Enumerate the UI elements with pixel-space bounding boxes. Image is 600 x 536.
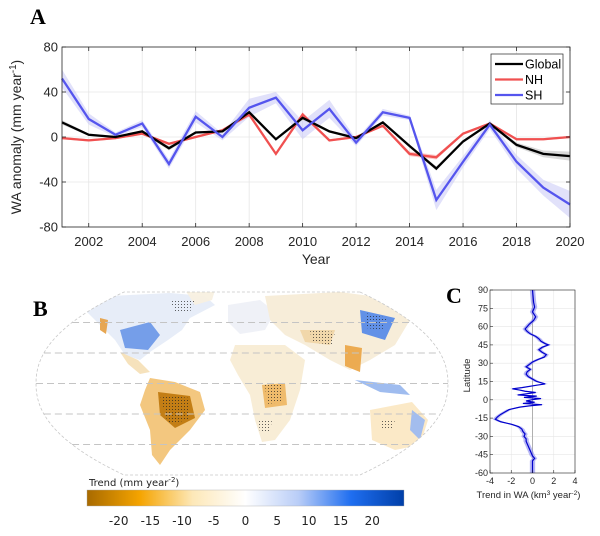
panel-a-series-lines xyxy=(61,77,571,206)
y-tick-label: -45 xyxy=(475,450,488,460)
y-tick-label: 80 xyxy=(44,40,58,55)
land-north-america-orange xyxy=(100,318,108,334)
legend-label-nh: NH xyxy=(525,73,543,87)
land-north-america-blue xyxy=(120,322,160,350)
panel-c-y-axis-label: Latitude xyxy=(462,359,473,393)
panel-b-letter: B xyxy=(33,296,48,321)
panel-c-series-line xyxy=(494,289,551,473)
x-tick-label: 2004 xyxy=(128,234,157,249)
panel-c-uncertainty-band xyxy=(492,290,552,473)
x-tick-label: 2002 xyxy=(74,234,103,249)
y-tick-label: 15 xyxy=(478,377,488,387)
y-tick-label: 60 xyxy=(478,322,488,332)
colorbar-tick-label: 10 xyxy=(301,514,316,528)
land-asia xyxy=(265,292,410,370)
legend-label-global: Global xyxy=(525,58,561,72)
map-graticule xyxy=(36,322,448,445)
series-line-trend xyxy=(494,289,551,473)
colorbar-ticks: -20 -15 -10 -5 0 5 10 15 20 xyxy=(109,514,380,528)
panel-a-y-axis-label: WA anomaly (mm year-1) xyxy=(8,60,25,214)
significance-stipple xyxy=(380,420,395,430)
y-tick-label: 90 xyxy=(478,285,488,295)
significance-stipple xyxy=(160,395,190,424)
y-tick-label: -30 xyxy=(475,431,488,441)
x-tick-label: 4 xyxy=(572,476,577,486)
map-land xyxy=(72,292,428,465)
significance-stipple xyxy=(265,385,283,404)
colorbar-tick-label: 20 xyxy=(365,514,380,528)
x-tick-label: 2 xyxy=(551,476,556,486)
y-tick-label: -80 xyxy=(39,220,58,235)
panel-a-y-ticks: -80 -40 0 40 80 xyxy=(39,40,570,235)
panel-a-letter: A xyxy=(30,4,46,29)
colorbar-tick-label: -20 xyxy=(109,514,129,528)
y-tick-label: 30 xyxy=(478,358,488,368)
x-tick-label: 2012 xyxy=(342,234,371,249)
land-china-orange xyxy=(345,345,362,372)
panel-a-chart: 2002 2004 2006 2008 2010 2012 2014 2016 2018 2020… xyxy=(8,40,585,268)
colorbar-tick-label: 15 xyxy=(333,514,348,528)
y-tick-label: -15 xyxy=(475,413,488,423)
panel-a-x-ticks: 2002 2004 2006 2008 2010 2012 2014 2016 2018 2020 xyxy=(74,47,584,249)
colorbar-title: Trend (mm year-2) xyxy=(88,476,179,489)
x-tick-label: 2006 xyxy=(181,234,210,249)
series-line-global xyxy=(61,110,571,171)
y-tick-label: -40 xyxy=(39,175,58,190)
panel-c-x-axis-label: Trend in WA (km3 year-2) xyxy=(477,490,581,502)
significance-stipple xyxy=(365,313,388,330)
colorbar-tick-label: -5 xyxy=(208,514,220,528)
x-tick-label: 2020 xyxy=(556,234,585,249)
x-tick-label: 2010 xyxy=(288,234,317,249)
panel-c-x-ticks: -4 -2 0 2 4 xyxy=(486,470,578,486)
land-europe xyxy=(228,300,275,334)
legend-label-sh: SH xyxy=(525,89,542,103)
y-tick-label: 0 xyxy=(51,130,58,145)
uncertainty-band xyxy=(492,290,552,473)
x-tick-label: 0 xyxy=(530,476,535,486)
x-tick-label: -4 xyxy=(486,476,494,486)
panel-c-chart: -4 -2 0 2 4 -60 -45 -30 -15 0 15 30 45 60 75 90 Trend … xyxy=(462,285,580,501)
y-tick-label: -60 xyxy=(475,468,488,478)
y-tick-label: 0 xyxy=(483,395,488,405)
panel-b-map xyxy=(35,291,449,476)
panel-c-y-ticks: -60 -45 -30 -15 0 15 30 45 60 75 90 xyxy=(475,285,493,478)
y-tick-label: 45 xyxy=(478,340,488,350)
colorbar-tick-label: -15 xyxy=(141,514,161,528)
x-tick-label: 2008 xyxy=(235,234,264,249)
colorbar-tick-label: -10 xyxy=(172,514,192,528)
x-tick-label: -2 xyxy=(507,476,515,486)
x-tick-label: 2016 xyxy=(449,234,478,249)
panel-a-x-axis-label: Year xyxy=(302,251,331,267)
y-tick-label: 40 xyxy=(44,85,58,100)
x-tick-label: 2014 xyxy=(395,234,424,249)
series-line-sh xyxy=(61,77,571,206)
x-tick-label: 2018 xyxy=(502,234,531,249)
colorbar-tick-label: 0 xyxy=(242,514,250,528)
colorbar: Trend (mm year-2) -20 -15 -10 -5 0 5 10 15 20 xyxy=(86,476,405,528)
colorbar-gradient xyxy=(86,489,405,507)
significance-stipple xyxy=(170,300,195,312)
land-australia-blue xyxy=(410,410,425,440)
significance-stipple xyxy=(310,330,335,345)
land-indonesia xyxy=(355,380,410,395)
panel-c-letter: C xyxy=(446,283,462,308)
colorbar-tick-label: 5 xyxy=(273,514,281,528)
land-central-america xyxy=(120,352,150,374)
significance-stipple xyxy=(258,420,272,432)
y-tick-label: 75 xyxy=(478,303,488,313)
